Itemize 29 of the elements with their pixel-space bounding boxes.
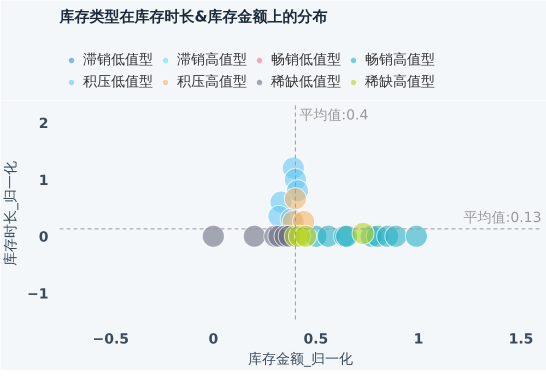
- y-tick-label: 1: [38, 172, 49, 189]
- y-tick-label: 0: [38, 230, 49, 246]
- x-tick-label: 1: [414, 332, 424, 348]
- y-tick-label: −1: [27, 286, 49, 303]
- point: [384, 224, 408, 248]
- ref-line-label: 平均值:0.13: [464, 210, 542, 226]
- point: [404, 224, 428, 248]
- point: [202, 224, 225, 248]
- legend-label: 滞销高值型: [177, 51, 247, 69]
- chart-title: 库存类型在库存时长&库存金额上的分布: [58, 8, 328, 26]
- x-tick-label: 1.5: [508, 332, 534, 348]
- x-axis-title: 库存金额_归一化: [248, 352, 353, 368]
- y-axis-title: 库存时长_归一化: [3, 161, 20, 266]
- x-tick-label: 0: [208, 332, 218, 348]
- legend-label: 积压高值型: [177, 73, 247, 91]
- legend-label: 畅销低值型: [271, 51, 341, 69]
- legend-label: 稀缺低值型: [271, 73, 341, 91]
- point: [294, 224, 318, 248]
- ref-line-label: 平均值:0.4: [299, 108, 368, 124]
- legend-label: 积压低值型: [83, 73, 153, 91]
- x-tick-label: −0.5: [92, 332, 130, 348]
- legend-label: 滞销低值型: [83, 51, 153, 69]
- x-tick-label: 0.5: [303, 332, 328, 348]
- legend-label: 畅销高值型: [365, 51, 435, 69]
- y-tick-label: 2: [38, 116, 49, 132]
- point: [352, 222, 375, 245]
- legend-label: 稀缺高值型: [365, 73, 435, 91]
- point: [284, 187, 307, 210]
- point: [242, 224, 266, 248]
